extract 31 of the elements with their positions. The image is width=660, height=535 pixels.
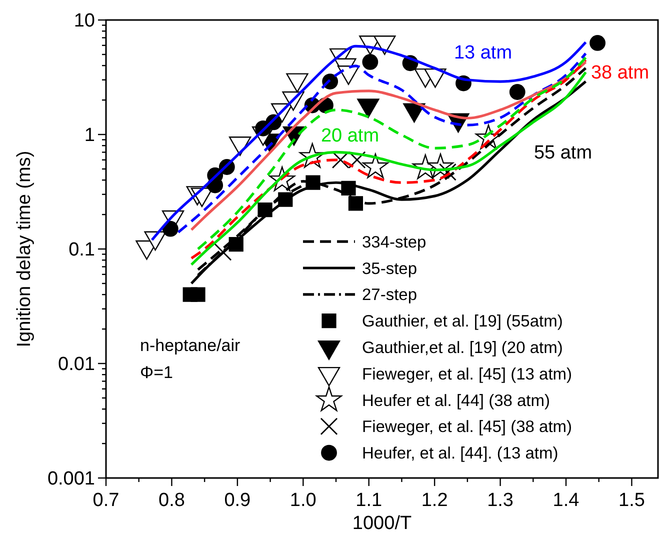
- x-tick-label: 1.4: [552, 490, 580, 511]
- y-axis-title: Ignition delay time (ms): [14, 150, 35, 348]
- x-tick-label: 1.2: [421, 490, 448, 511]
- annotation: 55 atm: [534, 142, 592, 164]
- legend-label: Fieweger, et al. [45] (13 atm): [362, 365, 572, 384]
- annotation: Φ=1: [140, 362, 173, 382]
- x-tick-label: 0.7: [92, 490, 120, 511]
- y-tick-label: 0.001: [47, 468, 95, 490]
- legend-label: Gauthier,et al. [19] (20 atm): [362, 338, 563, 357]
- annotation: 38 atm: [590, 62, 650, 84]
- legend-label: Gauthier, et al. [19] (55atm): [362, 312, 563, 331]
- y-tick-label: 10: [74, 10, 95, 32]
- annotation: n-heptane/air: [140, 336, 241, 355]
- x-tick-label: 1.0: [290, 490, 316, 511]
- legend-label: 35-step: [362, 260, 418, 278]
- x-tick-label: 1.1: [356, 490, 382, 511]
- annotation: 13 atm: [454, 42, 512, 64]
- y-tick-label: 1: [84, 125, 95, 146]
- y-tick-label: 0.1: [68, 240, 95, 261]
- x-tick-label: 0.8: [158, 490, 185, 511]
- annotation: 20 atm: [320, 126, 380, 147]
- y-tick-label: 0.01: [58, 354, 95, 376]
- legend-label: 334-step: [362, 233, 426, 252]
- x-tick-label: 1.3: [487, 490, 514, 511]
- x-tick-label: 0.9: [224, 490, 251, 511]
- legend-label: Fieweger, et al. [45] (38 atm): [362, 418, 572, 436]
- legend-label: Heufer, et al. [44]. (13 atm): [362, 444, 558, 463]
- legend-label: 27-step: [362, 286, 418, 304]
- x-tick-label: 1.5: [618, 490, 645, 511]
- legend-label: Heufer et al. [44] (38 atm): [362, 392, 550, 410]
- x-axis-title: 1000/T: [352, 513, 412, 534]
